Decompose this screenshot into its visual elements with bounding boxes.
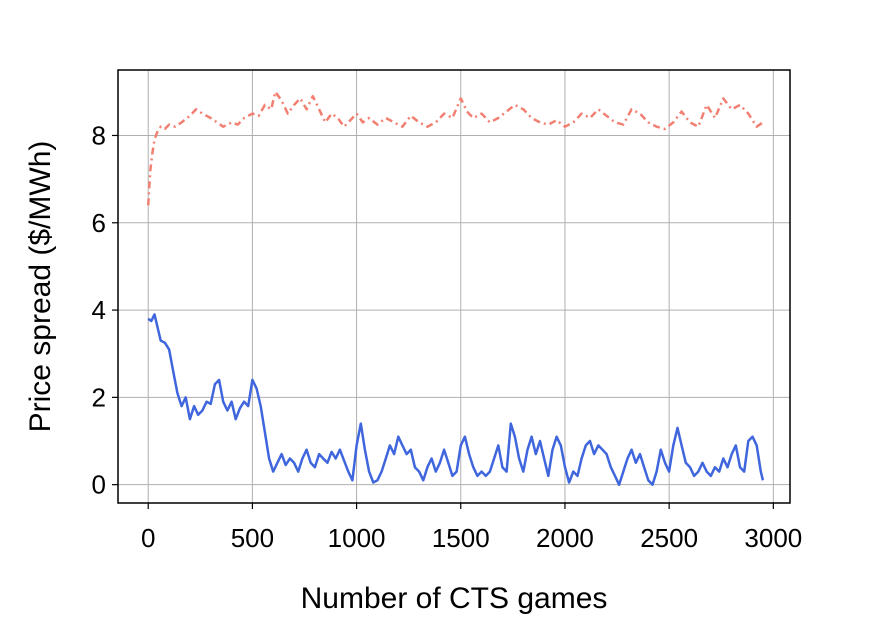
x-tick-label: 1500 — [432, 523, 490, 553]
tick-labels: 0 500 1000 1500 2000 2500 3000 0 2 4 6 8 — [92, 120, 803, 553]
x-axis-label: Number of CTS games — [301, 582, 608, 615]
series-layer — [146, 90, 765, 486]
x-tick-label: 1000 — [328, 523, 386, 553]
x-tick-label: 0 — [141, 523, 155, 553]
x-tick-label: 3000 — [744, 523, 802, 553]
y-tick-label: 2 — [92, 382, 106, 412]
y-tick-label: 0 — [92, 470, 106, 500]
y-axis-label: Price spread ($/MWh) — [24, 141, 57, 433]
x-tick-label: 2500 — [640, 523, 698, 553]
x-tick-label: 2000 — [536, 523, 594, 553]
y-tick-label: 6 — [92, 208, 106, 238]
x-tick-label: 500 — [231, 523, 274, 553]
series-line-1 — [146, 90, 764, 206]
grid — [118, 70, 790, 503]
y-tick-label: 8 — [92, 120, 106, 150]
plot-frame — [117, 69, 791, 504]
y-tick-label: 4 — [92, 295, 106, 325]
series-line-2 — [147, 313, 765, 486]
